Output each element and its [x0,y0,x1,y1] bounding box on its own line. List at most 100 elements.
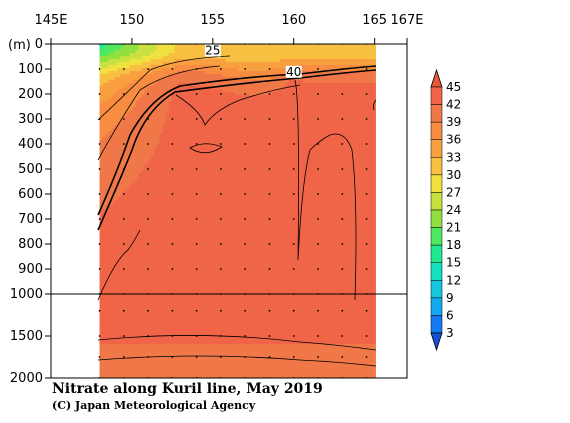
sample-dot [317,68,319,70]
contour-line [189,143,223,154]
sample-dot [341,168,344,170]
sample-dot [122,118,125,120]
sample-dot [317,93,319,95]
sample-dot [195,335,198,337]
colorbar-tick-label: 36 [446,133,461,147]
sample-dot [244,243,247,245]
colorbar-tick-label: 18 [446,238,461,252]
sample-dot [147,93,149,95]
sample-dot [268,356,271,358]
sample-dot [98,335,101,337]
sample-dot [341,193,344,195]
sample-dot [195,93,198,95]
colorbar-min-arrow [430,332,443,352]
contour-label: 40 [286,65,301,79]
sample-dot [98,218,101,220]
colorbar-segment [430,86,443,105]
sample-dot [171,218,174,220]
sample-dot [244,309,247,312]
sample-dot [122,309,125,312]
sample-dot [195,193,198,195]
sample-dot [220,143,222,145]
sample-dot [220,309,222,312]
sample-dot [365,143,368,145]
sample-dot [98,309,101,312]
sample-dot [244,68,247,70]
y-tick-label: 1000 [10,287,43,302]
colorbar-segment [430,315,443,334]
sample-dot [98,193,101,195]
sample-dot [122,93,125,95]
sample-dot [147,218,149,220]
sample-dot [268,168,271,170]
sample-dot [98,243,101,245]
sample-dot [171,243,174,245]
colorbar-tick-label: 6 [446,308,454,322]
colorbar-segment [430,280,443,299]
colorbar-segment [430,104,443,123]
colorbar-segment [430,209,443,228]
sample-dot [220,93,222,95]
sample-dot [98,268,101,270]
sample-dot [195,268,198,270]
sample-dot [365,356,368,358]
colorbar-segment [430,192,443,211]
sample-dot [220,356,222,358]
x-tick-label: 150 [119,13,144,28]
sample-dot [195,356,198,358]
colorbar-tick-label: 15 [446,256,461,270]
sample-dot [341,143,344,145]
sample-dot [365,218,368,220]
sample-dot [171,118,174,120]
sample-dot [292,143,295,145]
sample-dot [195,218,198,220]
colorbar-tick-label: 9 [446,291,454,305]
sample-dot [244,168,247,170]
sample-dot [317,118,319,120]
sample-dot [341,118,344,120]
contour-label-bg [204,44,221,57]
sample-dot [122,356,125,358]
sample-dot [341,309,344,312]
sample-dot [341,93,344,95]
sample-dot [244,218,247,220]
sample-dot [341,243,344,245]
colorbar-tick-label: 12 [446,273,461,287]
y-tick-label: 900 [18,262,43,277]
colorbar-segment [430,139,443,158]
sample-dot [268,268,271,270]
sample-dot [244,268,247,270]
contour-line [329,133,357,301]
x-tick-label: 160 [281,13,306,28]
colorbar-tick-label: 33 [446,150,461,164]
contour-line [175,84,301,126]
sample-dot [292,309,295,312]
sample-dot [365,268,368,270]
sample-dot [292,168,295,170]
sample-dot [122,268,125,270]
sample-dot [268,143,271,145]
sample-dot [292,268,295,270]
sample-dot [171,309,174,312]
colorbar: 45 42 39 36 33 30 27 24 21 18 15 12 9 6 3 [430,68,461,352]
sample-dot [365,118,368,120]
sample-dot [365,335,368,337]
sample-dot [365,193,368,195]
sample-dot [171,93,174,95]
sample-dot [317,356,319,358]
contour-line [97,55,231,121]
colorbar-tick-label: 3 [446,326,454,340]
y-tick-label: 1500 [10,329,43,344]
sample-dot [147,143,149,145]
contour-label: 25 [205,44,220,58]
colorbar-tick-label: 30 [446,168,461,182]
sample-dot [195,68,198,70]
colorbar-tick-label: 21 [446,221,461,235]
sample-dot [244,356,247,358]
y-unit-label: (m) [8,38,31,53]
field-fill [99,44,376,378]
colorbar-segment [430,121,443,140]
sample-dot [98,93,101,95]
sample-dot [220,68,222,70]
